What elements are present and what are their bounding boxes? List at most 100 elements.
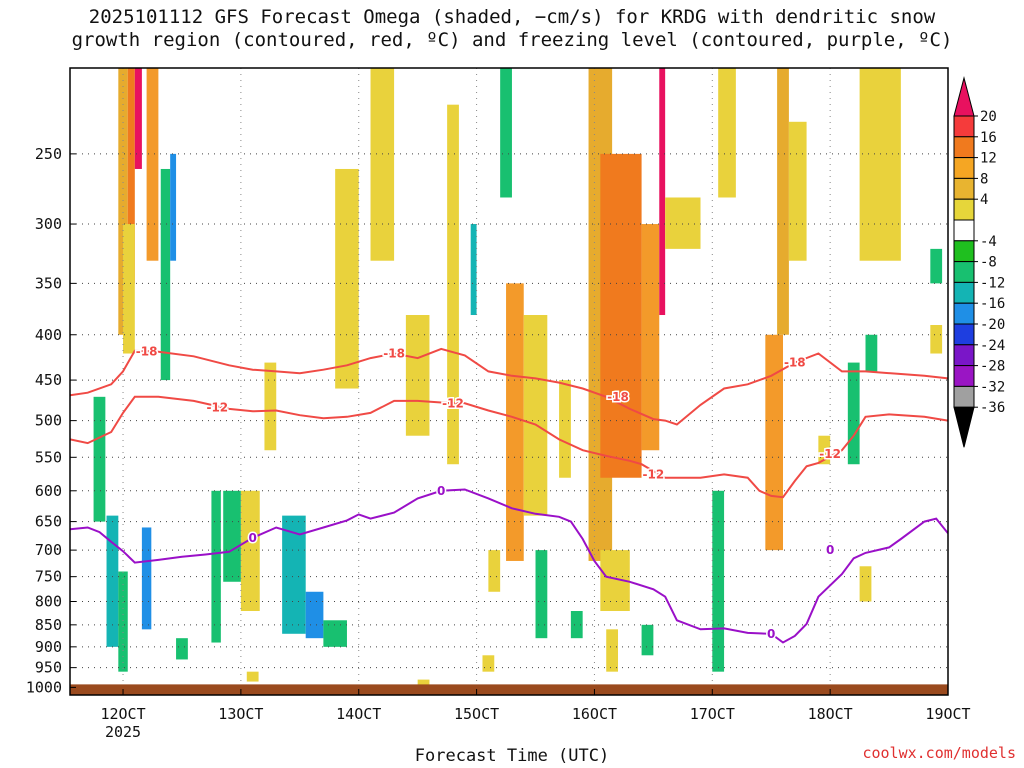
omega-cell <box>847 362 860 465</box>
y-tick-label: 750 <box>35 568 62 586</box>
credit-text: coolwx.com/models <box>862 744 1016 762</box>
omega-cell <box>506 283 524 561</box>
omega-cell <box>123 224 135 354</box>
omega-cell <box>127 68 135 284</box>
colorbar-swatch <box>953 281 975 304</box>
colorbar-label: -24 <box>980 338 1005 354</box>
x-tick-label: 12OCT <box>100 705 145 723</box>
y-tick-label: 600 <box>35 482 62 500</box>
x-tick-label: 19OCT <box>925 705 970 723</box>
x-tick-label: 13OCT <box>218 705 263 723</box>
omega-cell <box>606 629 619 672</box>
x-tick-label: 17OCT <box>690 705 735 723</box>
omega-cell <box>712 490 725 672</box>
omega-cell <box>447 104 459 465</box>
omega-cell <box>559 380 571 478</box>
chart-title: 2025101112 GFS Forecast Omega (shaded, −… <box>0 6 1024 52</box>
y-tick-label: 900 <box>35 638 62 656</box>
omega-cell <box>570 611 583 639</box>
omega-cell <box>865 334 878 372</box>
freezing-level-contour-label: 0 <box>437 484 445 498</box>
omega-cell <box>146 68 159 261</box>
omega-cell <box>788 121 807 261</box>
x-tick-sublabel: 2025 <box>105 723 141 741</box>
y-tick-label: 400 <box>35 326 62 344</box>
y-tick-label: 350 <box>35 274 62 292</box>
omega-cell <box>523 315 548 516</box>
omega-cell <box>482 655 495 672</box>
plot-frame <box>69 67 949 696</box>
dgz-contour-label: -18 <box>136 345 158 359</box>
dgz-contour-label: -18 <box>383 347 405 361</box>
omega-cell <box>170 153 177 261</box>
x-tick-label: 18OCT <box>808 705 853 723</box>
colorbar-label: -28 <box>980 359 1005 375</box>
omega-cell <box>223 490 241 582</box>
colorbar-label: -32 <box>980 379 1005 395</box>
colorbar-swatch <box>953 157 975 179</box>
y-tick-label: 450 <box>35 371 62 389</box>
dgz-contour-label: -18 <box>607 390 629 404</box>
colorbar-label: 16 <box>980 130 997 146</box>
dgz-contour-label: -18 <box>784 356 806 370</box>
chart-title-line1: 2025101112 GFS Forecast Omega (shaded, −… <box>88 6 936 28</box>
omega-cell <box>264 362 277 451</box>
dgz-contour <box>70 395 948 499</box>
omega-cell <box>370 68 395 261</box>
omega-cell <box>335 168 359 389</box>
y-tick-label: 850 <box>35 616 62 634</box>
omega-cell <box>859 566 872 602</box>
omega-cell <box>176 638 188 660</box>
omega-cell <box>305 591 324 639</box>
x-tick-label: 16OCT <box>572 705 617 723</box>
y-tick-label: 1000 <box>26 678 62 696</box>
colorbar-swatch <box>953 365 975 387</box>
chart-title-line2: growth region (contoured, red, ºC) and f… <box>71 29 953 51</box>
colorbar-swatch <box>953 177 975 200</box>
dgz-contour-label: -12 <box>819 447 841 461</box>
freezing-level-contour <box>70 488 948 644</box>
omega-cell <box>93 396 106 522</box>
colorbar-label: -16 <box>980 296 1005 312</box>
omega-cell <box>160 168 171 381</box>
omega-cell <box>118 68 128 335</box>
colorbar-label: -8 <box>980 255 997 271</box>
colorbar-swatch <box>953 385 975 408</box>
dgz-contour-label: -12 <box>643 467 665 481</box>
omega-cell <box>665 197 701 249</box>
y-tick-label: 650 <box>35 513 62 531</box>
colorbar-swatch <box>953 261 975 283</box>
dgz-contour <box>70 347 948 426</box>
omega-cell <box>500 68 512 198</box>
colorbar-swatch <box>953 115 975 138</box>
dgz-contour-label: -12 <box>206 400 228 414</box>
omega-cell <box>600 153 642 478</box>
colorbar-label: 20 <box>980 109 997 125</box>
colorbar-swatch <box>953 323 975 346</box>
omega-cell <box>323 620 347 647</box>
omega-shading <box>93 68 943 688</box>
omega-cell <box>718 68 736 198</box>
ground-surface <box>70 684 948 695</box>
omega-cell <box>488 550 501 592</box>
y-tick-label: 300 <box>35 215 62 233</box>
omega-cell <box>134 68 142 169</box>
x-tick-label: 15OCT <box>454 705 499 723</box>
colorbar-arrow-top <box>953 76 975 117</box>
omega-cell <box>777 68 789 335</box>
contours: -18 -18 -18 -18 -12 -12 -12 -12 0 0 0 0 <box>70 343 948 644</box>
colorbar-label: 12 <box>980 151 997 167</box>
x-tick-label: 14OCT <box>336 705 381 723</box>
omega-cell <box>211 490 221 643</box>
omega-cell <box>930 248 943 284</box>
colorbar-label: -12 <box>980 275 1005 291</box>
omega-cell <box>246 671 259 682</box>
y-tick-label: 700 <box>35 541 62 559</box>
freezing-level-contour-label: 0 <box>826 543 834 557</box>
omega-cell <box>106 515 119 647</box>
omega-cell <box>405 315 430 436</box>
omega-cell <box>141 527 152 630</box>
omega-cell <box>535 550 548 639</box>
